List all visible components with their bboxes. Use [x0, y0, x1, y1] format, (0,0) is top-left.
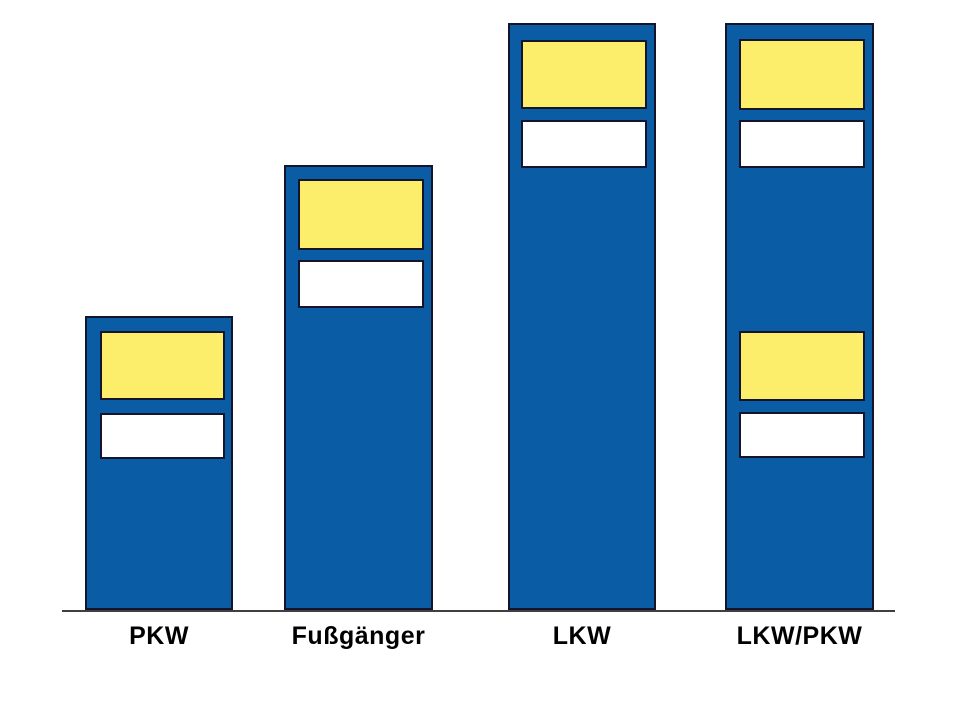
- callout-box-yellow-1: [521, 40, 647, 109]
- callout-box-yellow-1: [739, 39, 865, 110]
- callout-box-yellow-3: [739, 331, 865, 401]
- x-axis-label-lkw-pkw: LKW/PKW: [736, 622, 863, 650]
- callout-box-white-2: [100, 413, 225, 459]
- x-axis-label-fu-g-nger: Fußgänger: [291, 622, 426, 650]
- bar-lkw: [508, 23, 656, 610]
- callout-box-yellow-1: [100, 331, 225, 400]
- x-axis-line: [62, 610, 895, 612]
- x-axis-label-pkw: PKW: [129, 622, 189, 650]
- bar-fu-g-nger: [284, 165, 433, 610]
- callout-box-yellow-1: [298, 179, 424, 250]
- callout-box-white-2: [521, 120, 647, 168]
- callout-box-white-2: [739, 120, 865, 168]
- bar-pkw: [85, 316, 233, 610]
- callout-box-white-4: [739, 412, 865, 458]
- bar-lkw-pkw: [725, 23, 874, 610]
- callout-box-white-2: [298, 260, 424, 308]
- x-axis-label-lkw: LKW: [552, 622, 612, 650]
